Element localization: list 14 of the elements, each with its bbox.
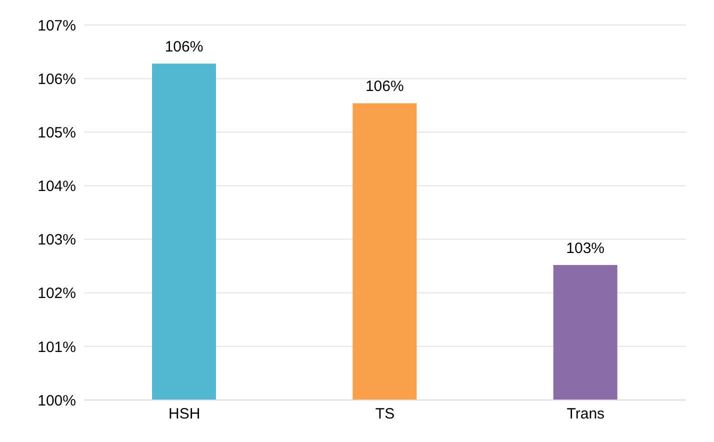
y-tick-label: 106% xyxy=(38,70,76,88)
data-label: 106% xyxy=(164,38,204,56)
y-tick-label: 105% xyxy=(38,124,76,142)
x-tick-label: Trans xyxy=(566,406,605,423)
y-tick-label: 100% xyxy=(38,392,76,410)
x-tick-label: HSH xyxy=(168,406,200,423)
y-tick-label: 102% xyxy=(38,285,76,302)
y-tick-label: 107% xyxy=(38,17,76,34)
y-tick-label: 103% xyxy=(38,232,76,249)
y-tick-label: 104% xyxy=(38,178,76,196)
data-label: 106% xyxy=(365,78,404,96)
x-tick-label: TS xyxy=(375,406,395,423)
y-tick-label: 101% xyxy=(38,338,76,356)
data-label: 103% xyxy=(566,240,605,257)
